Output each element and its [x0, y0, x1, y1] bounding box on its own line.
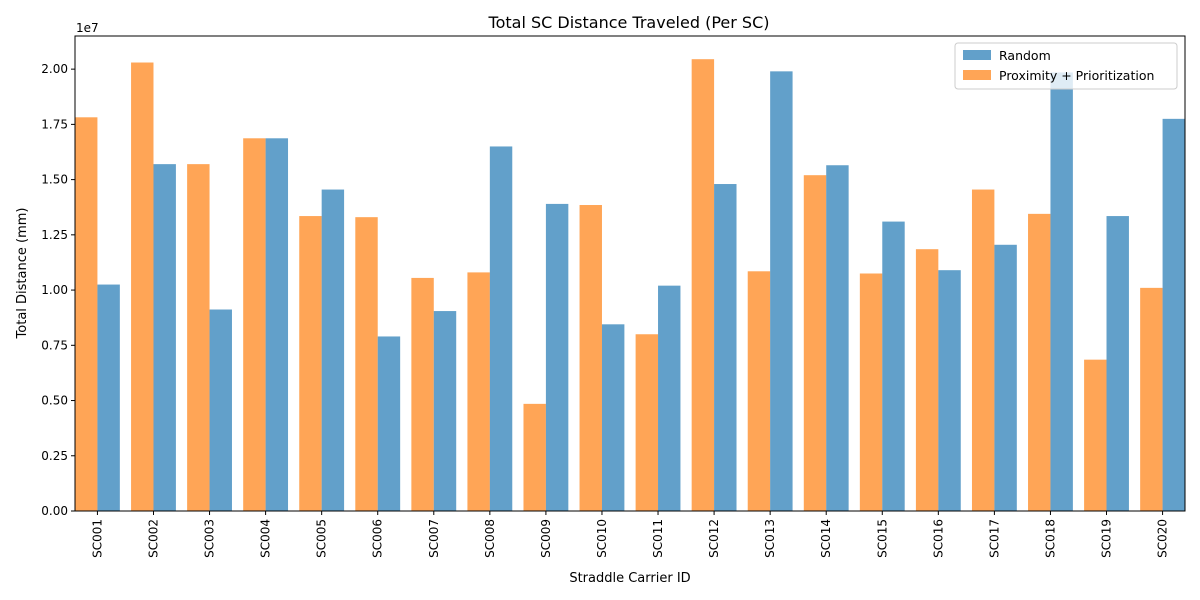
bar-random-SC020 [1162, 118, 1185, 511]
chart-title: Total SC Distance Traveled (Per SC) [488, 13, 770, 32]
x-tick-label: SC020 [1156, 519, 1170, 558]
bar-proximity-SC016 [915, 249, 939, 511]
bar-random-SC005 [321, 189, 345, 511]
bar-random-SC001 [97, 284, 120, 511]
x-axis-title: Straddle Carrier ID [569, 571, 690, 586]
y-tick-label: 0.75 [41, 338, 68, 352]
x-tick-label: SC019 [1100, 519, 1114, 558]
bar-random-SC004 [265, 138, 289, 511]
bar-random-SC009 [545, 203, 569, 511]
bar-random-SC015 [882, 221, 905, 511]
x-tick-label: SC018 [1043, 519, 1057, 558]
x-axis: SC001 SC002 SC003 SC004 SC005 SC006 SC007 SC008… [90, 511, 1170, 558]
bar-proximity-SC011 [635, 334, 659, 511]
bar-random-SC014 [826, 165, 849, 511]
x-tick-label: SC014 [819, 519, 833, 558]
bar-random-SC003 [209, 309, 232, 511]
x-tick-label: SC012 [707, 519, 721, 558]
bar-random-SC006 [377, 336, 401, 511]
bar-random-SC002 [153, 164, 176, 512]
bar-proximity-SC002 [131, 62, 154, 511]
bar-proximity-SC001 [75, 117, 98, 512]
x-tick-label: SC003 [203, 519, 217, 558]
bar-random-SC007 [433, 311, 457, 511]
legend-box [954, 42, 1178, 90]
x-tick-label: SC004 [259, 519, 273, 558]
bar-random-SC010 [601, 324, 625, 511]
bar-proximity-SC009 [523, 403, 546, 511]
bar-random-SC017 [994, 244, 1017, 512]
bar-proximity-SC020 [1140, 287, 1163, 511]
bar-proximity-SC010 [579, 205, 602, 511]
bars-layer [75, 59, 1185, 512]
x-tick-label: SC009 [539, 519, 553, 558]
y-axis-title: Total Distance (mm) [15, 208, 30, 340]
x-tick-label: SC007 [427, 519, 441, 558]
x-tick-label: SC011 [651, 519, 665, 558]
legend: Random Proximity + Prioritization [954, 42, 1178, 90]
y-tick-label: 0.50 [41, 394, 68, 408]
bar-random-SC016 [938, 270, 961, 511]
legend-label: Proximity + Prioritization [999, 68, 1154, 83]
x-tick-label: SC017 [987, 519, 1001, 558]
y-tick-label: 0.00 [41, 504, 68, 518]
bar-proximity-SC008 [467, 272, 490, 511]
x-tick-label: SC015 [875, 519, 889, 558]
x-tick-label: SC008 [483, 519, 497, 558]
bar-random-SC011 [658, 285, 681, 511]
bar-proximity-SC017 [971, 189, 995, 511]
bar-proximity-SC012 [691, 59, 715, 512]
y-offset-label: 1e7 [76, 21, 99, 35]
x-tick-label: SC002 [146, 519, 160, 558]
bar-proximity-SC013 [747, 271, 771, 511]
y-tick-label: 1.25 [41, 228, 68, 242]
legend-swatch [963, 50, 991, 60]
x-tick-label: SC006 [371, 519, 385, 558]
bar-random-SC008 [489, 146, 513, 511]
plot-frame [74, 35, 1186, 512]
y-tick-label: 1.00 [41, 283, 68, 297]
y-tick-label: 1.50 [41, 173, 68, 187]
bar-proximity-SC015 [859, 273, 883, 511]
bar-proximity-SC005 [299, 216, 322, 511]
x-tick-label: SC010 [595, 519, 609, 558]
bar-proximity-SC006 [355, 217, 378, 512]
bar-random-SC012 [714, 184, 737, 511]
x-tick-label: SC016 [931, 519, 945, 558]
bar-proximity-SC018 [1028, 213, 1051, 512]
bar-random-SC013 [770, 71, 793, 511]
bar-proximity-SC004 [243, 138, 266, 511]
bar-random-SC018 [1050, 72, 1073, 511]
x-tick-label: SC001 [90, 519, 104, 558]
bar-proximity-SC007 [411, 277, 434, 511]
y-tick-label: 2.00 [41, 62, 68, 76]
bar-proximity-SC014 [803, 175, 827, 512]
bar-proximity-SC003 [187, 164, 210, 512]
bar-proximity-SC019 [1084, 359, 1107, 511]
y-tick-label: 0.25 [41, 449, 68, 463]
legend-swatch [963, 70, 991, 80]
x-tick-label: SC005 [315, 519, 329, 558]
bar-random-SC019 [1106, 216, 1129, 511]
y-axis: 0.00 0.25 0.50 0.75 1.00 1.25 1.50 1.75 2.00 [41, 62, 75, 518]
y-tick-label: 1.75 [41, 117, 68, 131]
x-tick-label: SC013 [763, 519, 777, 558]
legend-label: Random [999, 48, 1051, 63]
